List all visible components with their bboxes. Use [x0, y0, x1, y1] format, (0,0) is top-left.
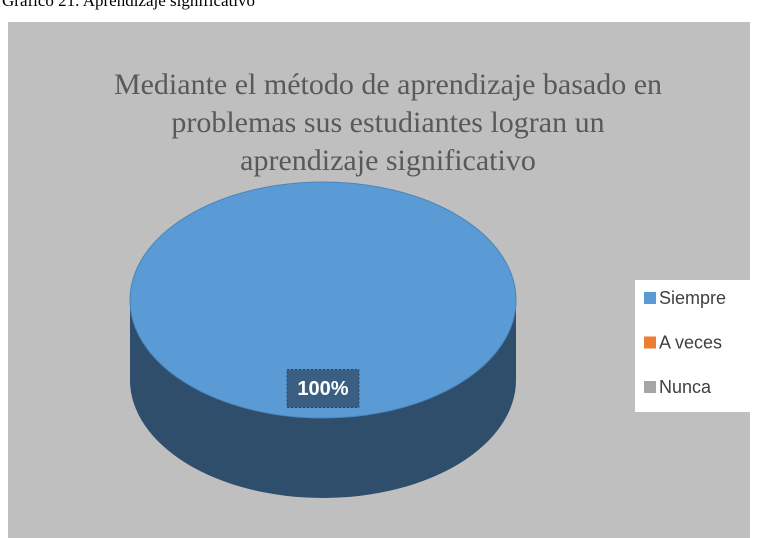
chart-title: Mediante el método de aprendizaje basado… — [113, 68, 663, 177]
pie-side — [130, 300, 516, 498]
value-label-box — [286, 369, 360, 408]
legend-swatch — [644, 381, 656, 393]
legend-label: Nunca — [659, 377, 712, 397]
legend-label: A veces — [659, 332, 722, 352]
pie-slice — [129, 181, 517, 419]
legend-swatch — [644, 336, 656, 349]
value-label: 100% — [297, 378, 348, 400]
legend-swatch — [644, 292, 656, 304]
caption: Grafico 21. Aprendizaje significativo — [2, 0, 256, 10]
legend-label: Siempre — [659, 288, 726, 308]
